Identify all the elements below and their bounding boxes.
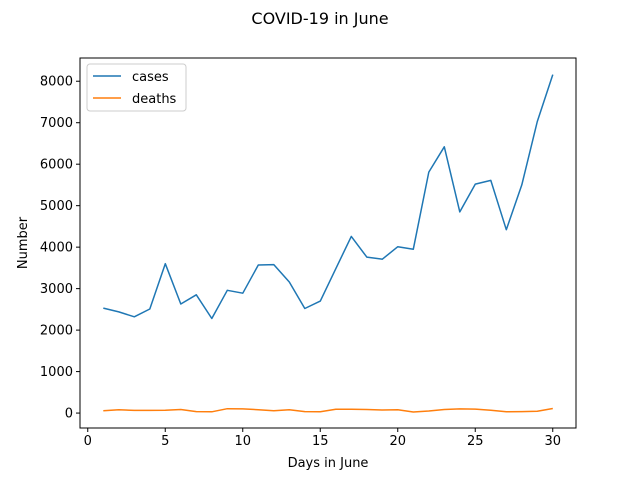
legend-label-cases: cases	[132, 70, 169, 85]
series-lines	[103, 74, 554, 413]
y-axis-label: Number	[16, 216, 31, 269]
y-tick-label: 3000	[40, 282, 73, 297]
y-axis-ticks: 0 1000 2000 3000 4000 5000 6000 7000 8000	[40, 75, 80, 422]
y-tick-label: 0	[65, 407, 73, 422]
y-tick-label: 6000	[40, 158, 73, 173]
series-line-cases	[103, 74, 554, 320]
plot-frame	[79, 57, 577, 429]
x-tick-label: 20	[389, 434, 406, 449]
y-tick-label: 8000	[40, 75, 73, 90]
x-tick-label: 25	[467, 434, 484, 449]
x-tick-label: 5	[161, 434, 169, 449]
x-tick-label: 15	[312, 434, 329, 449]
series-line-deaths	[103, 407, 553, 413]
y-tick-label: 1000	[40, 365, 73, 380]
y-tick-label: 7000	[40, 116, 73, 131]
legend: cases deaths	[86, 63, 187, 112]
x-tick-label: 10	[234, 434, 251, 449]
legend-label-deaths: deaths	[132, 92, 177, 107]
x-tick-label: 0	[84, 434, 92, 449]
x-axis-label: Days in June	[288, 456, 369, 471]
x-axis-ticks: 0 5 10 15 20 25 30	[84, 428, 561, 449]
y-tick-label: 2000	[40, 324, 73, 339]
chart-title: COVID-19 in June	[251, 9, 388, 28]
y-tick-label: 4000	[40, 241, 73, 256]
x-tick-label: 30	[544, 434, 561, 449]
y-tick-label: 5000	[40, 199, 73, 214]
